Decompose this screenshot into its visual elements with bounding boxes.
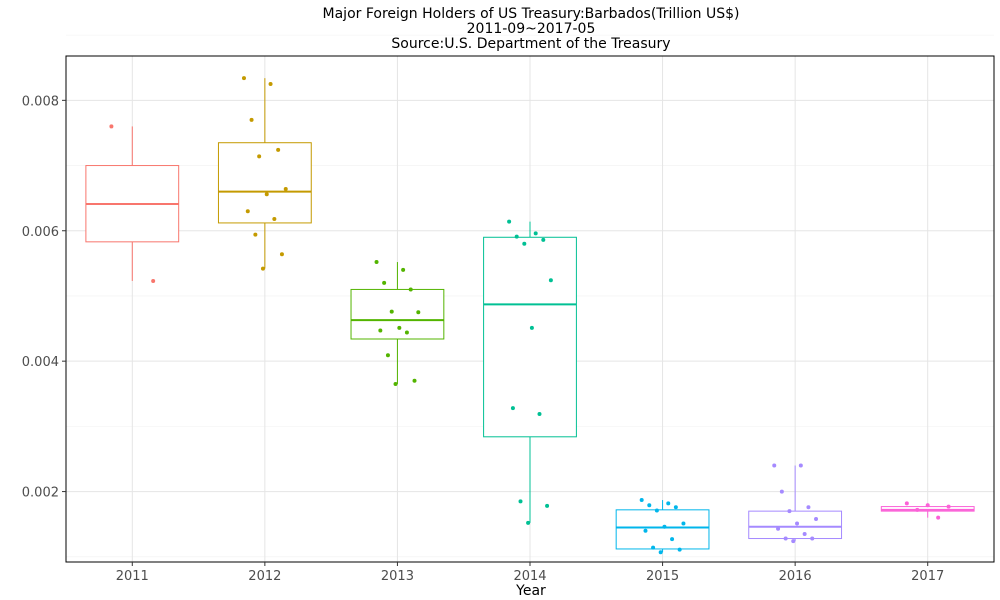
data-point xyxy=(654,508,659,513)
data-point xyxy=(279,252,284,257)
data-point xyxy=(925,503,930,508)
data-point xyxy=(915,507,920,512)
data-point xyxy=(385,353,390,358)
data-point xyxy=(662,524,667,529)
data-point xyxy=(507,219,512,224)
chart-source: Source:U.S. Department of the Treasury xyxy=(391,36,670,52)
y-tick-label: 0.002 xyxy=(22,486,59,501)
data-point xyxy=(670,537,675,542)
chart-subtitle: 2011-09~2017-05 xyxy=(467,21,596,37)
data-point xyxy=(658,550,663,555)
data-point xyxy=(412,378,417,383)
data-point xyxy=(537,411,542,416)
data-point xyxy=(257,154,262,159)
x-axis-title: Year xyxy=(515,583,546,599)
data-point xyxy=(109,124,114,129)
data-point xyxy=(795,521,800,526)
data-point xyxy=(783,536,788,541)
y-tick-label: 0.008 xyxy=(22,94,59,109)
data-point xyxy=(526,520,531,525)
box-2012 xyxy=(217,142,312,224)
data-point xyxy=(798,463,803,468)
data-point xyxy=(416,310,421,315)
data-point xyxy=(241,76,246,81)
data-point xyxy=(510,406,515,411)
x-tick-label: 2015 xyxy=(646,569,679,584)
data-point xyxy=(397,325,402,330)
data-point xyxy=(264,192,269,197)
data-point xyxy=(382,280,387,285)
data-point xyxy=(518,499,523,504)
box-2013 xyxy=(350,288,445,340)
data-point xyxy=(643,528,648,533)
data-point xyxy=(666,501,671,506)
data-point xyxy=(776,526,781,531)
chart-title: Major Foreign Holders of US Treasury:Bar… xyxy=(323,6,740,22)
data-point xyxy=(404,330,409,335)
box-2016 xyxy=(748,510,843,540)
data-point xyxy=(673,505,678,510)
data-point xyxy=(802,531,807,536)
plot-area: 0.002 0.004 0.006 0.008 2011 2012 2013 2014 2015… xyxy=(22,34,995,584)
data-point xyxy=(283,187,288,192)
x-tick-label: 2013 xyxy=(381,569,414,584)
data-point xyxy=(647,503,652,508)
data-point xyxy=(529,325,534,330)
data-point xyxy=(151,278,156,283)
data-point xyxy=(806,505,811,510)
data-point xyxy=(272,217,277,222)
data-point xyxy=(946,504,951,509)
data-point xyxy=(787,509,792,514)
x-tick-label: 2017 xyxy=(911,569,944,584)
x-tick-label: 2014 xyxy=(513,569,546,584)
data-point xyxy=(378,328,383,333)
data-point xyxy=(408,287,413,292)
box-2015 xyxy=(615,509,710,550)
data-point xyxy=(814,516,819,521)
data-point xyxy=(268,82,273,87)
y-tick-label: 0.004 xyxy=(22,355,59,370)
data-point xyxy=(393,381,398,386)
data-point xyxy=(904,501,909,506)
data-point xyxy=(533,231,538,236)
data-point xyxy=(651,545,656,550)
data-point xyxy=(374,260,379,265)
data-point xyxy=(810,536,815,541)
data-point xyxy=(791,539,796,544)
x-tick-label: 2016 xyxy=(779,569,812,584)
data-point xyxy=(772,463,777,468)
data-point xyxy=(253,232,258,237)
data-point xyxy=(681,521,686,526)
data-point xyxy=(639,498,644,503)
data-point xyxy=(548,278,553,283)
data-point xyxy=(276,147,281,152)
data-point xyxy=(245,209,250,214)
data-point xyxy=(677,547,682,552)
x-tick-label: 2011 xyxy=(116,569,149,584)
data-point xyxy=(541,237,546,242)
data-point xyxy=(401,267,406,272)
x-tick-label: 2012 xyxy=(248,569,281,584)
data-point xyxy=(545,503,550,508)
data-point xyxy=(249,117,254,122)
data-point xyxy=(779,489,784,494)
y-tick-label: 0.006 xyxy=(22,225,59,240)
data-point xyxy=(260,266,265,271)
data-point xyxy=(389,309,394,314)
box-2014 xyxy=(483,236,577,438)
data-point xyxy=(522,241,527,246)
data-point xyxy=(936,515,941,520)
data-point xyxy=(514,234,519,239)
